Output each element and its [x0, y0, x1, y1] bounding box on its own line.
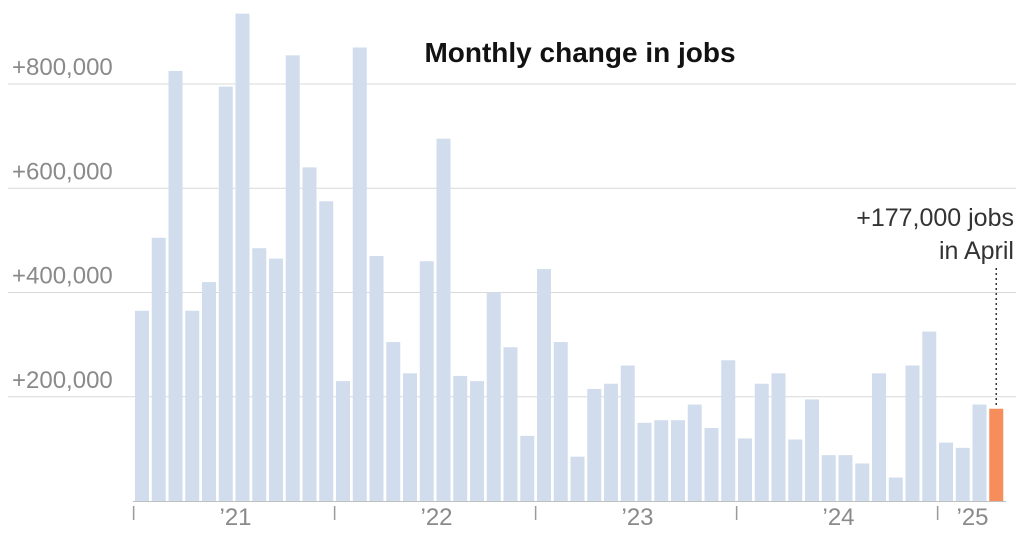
bar [838, 455, 853, 501]
bar [821, 455, 836, 501]
annotation-line-1: +177,000 jobs [856, 204, 1014, 232]
bar [553, 342, 568, 501]
x-tick-label: ’25 [956, 504, 988, 531]
y-tick-label: +200,000 [12, 367, 113, 394]
bar [436, 138, 451, 502]
bar [587, 388, 602, 501]
bar [486, 292, 501, 501]
bar [302, 167, 317, 501]
x-tick-label: ’24 [822, 504, 854, 531]
bar [687, 404, 702, 501]
bar [637, 422, 652, 501]
bar [319, 201, 334, 501]
bar [135, 310, 149, 501]
y-tick-label: +800,000 [12, 54, 113, 81]
y-axis-labels: +200,000 +400,000 +600,000 +800,000 [12, 54, 113, 394]
bar [738, 438, 752, 501]
bar [671, 420, 685, 501]
bar [235, 13, 250, 501]
annotation-line-2: in April [939, 237, 1014, 265]
bar [168, 70, 183, 501]
bar [721, 360, 736, 501]
bar [269, 258, 283, 501]
bar [386, 342, 401, 501]
bar [754, 383, 769, 501]
bar [520, 435, 535, 501]
y-tick-label: +600,000 [12, 158, 113, 185]
april-annotation: +177,000 jobs in April [856, 204, 1014, 407]
bar [620, 365, 635, 501]
bar [151, 237, 166, 501]
bar [604, 383, 618, 501]
bar [537, 269, 551, 501]
x-axis: ’21 ’22 ’23 ’24 ’25 [132, 501, 1006, 531]
bar [788, 439, 803, 501]
bar [419, 261, 434, 501]
bars [135, 13, 1004, 502]
bar [939, 442, 953, 501]
bar [285, 55, 300, 501]
bar [972, 404, 987, 501]
bar [855, 463, 870, 501]
bar [252, 248, 267, 501]
bar [922, 331, 937, 501]
y-tick-label: +400,000 [12, 263, 113, 290]
bar-highlighted [989, 408, 1004, 501]
bar [872, 373, 886, 501]
bar [202, 282, 216, 501]
bar [352, 47, 367, 501]
bar [905, 365, 920, 501]
bar [503, 347, 518, 501]
bar [470, 381, 484, 501]
bar [771, 373, 786, 501]
bar [453, 375, 468, 501]
bar [403, 373, 417, 501]
bar [218, 86, 233, 502]
bar [336, 381, 350, 501]
bar [955, 447, 970, 501]
bar [805, 399, 819, 501]
bar [704, 428, 719, 501]
bar [570, 456, 585, 501]
x-tick-label: ’22 [420, 504, 452, 531]
chart-title: Monthly change in jobs [424, 37, 735, 68]
bar [654, 420, 669, 501]
x-tick-label: ’21 [219, 504, 251, 531]
bar [185, 310, 200, 501]
bar [369, 256, 384, 501]
x-tick-label: ’23 [621, 504, 653, 531]
bar [888, 477, 903, 501]
